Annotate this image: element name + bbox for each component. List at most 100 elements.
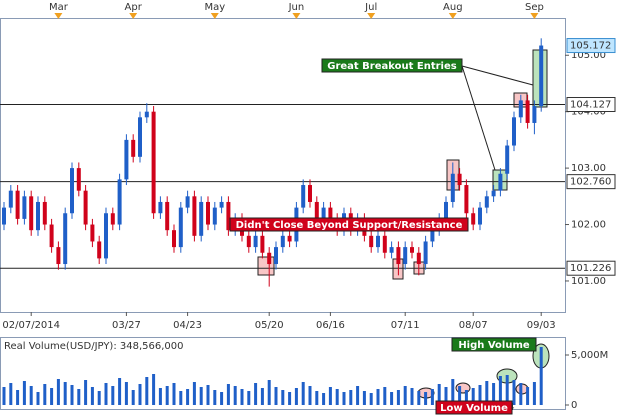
candle-body: [165, 201, 170, 231]
volume-bar: [36, 392, 40, 405]
volume-tick-label: 0: [571, 400, 577, 411]
volume-bar: [274, 387, 278, 405]
x-tick-label: 06/16: [316, 320, 345, 331]
volume-bar: [16, 390, 20, 405]
volume-bar: [84, 380, 88, 405]
month-label: Aug: [443, 2, 463, 13]
annotation: High Volume: [458, 340, 530, 351]
candle-body: [22, 196, 27, 219]
candle-body: [70, 168, 74, 214]
candle-body: [124, 139, 129, 180]
volume-bar: [492, 383, 496, 405]
candle-body: [403, 247, 408, 265]
candle-body: [274, 247, 278, 265]
candle-body: [423, 241, 428, 265]
volume-bar: [131, 390, 135, 405]
volume-bar: [179, 391, 183, 405]
volume-bar: [451, 379, 455, 405]
candle-body: [464, 185, 469, 214]
x-tick-label: 05/20: [255, 320, 284, 331]
volume-bar: [145, 377, 149, 405]
candle-body: [158, 201, 163, 214]
volume-bar: [77, 389, 81, 405]
volume-tick-label: 5,000M: [571, 350, 608, 361]
last-price-label: 105.172: [570, 41, 611, 52]
volume-bar: [29, 386, 33, 405]
x-tick-label: 02/07/2014: [2, 320, 60, 331]
volume-bar: [158, 388, 162, 405]
candle-body: [219, 201, 224, 208]
annotation: Didn't Close Beyond Support/Resistance: [236, 220, 463, 231]
candle-body: [185, 196, 190, 208]
volume-bar: [396, 390, 400, 405]
candle-body: [369, 235, 374, 248]
annotation: Great Breakout Entries: [327, 61, 457, 72]
candle-body: [104, 213, 108, 259]
volume-bar: [70, 385, 74, 405]
volume-bar: [471, 388, 475, 405]
candle-body: [376, 235, 380, 248]
volume-bar: [124, 382, 128, 405]
volume-bar: [90, 387, 94, 405]
volume-bar: [63, 382, 67, 405]
volume-bar: [233, 386, 237, 405]
volume-bar: [247, 391, 251, 405]
volume-bar: [458, 386, 462, 405]
month-marker: [448, 13, 457, 19]
volume-bar: [512, 380, 516, 405]
candle-body: [253, 235, 258, 248]
x-tick-label: 09/03: [527, 320, 556, 331]
y-tick-label: 101.00: [571, 276, 606, 287]
candle-body: [63, 213, 68, 265]
annotation-box: [321, 58, 463, 73]
candle-body: [246, 235, 251, 248]
candle-body: [83, 190, 88, 225]
volume-bar: [532, 382, 536, 405]
volume-bar: [199, 387, 203, 405]
volume-bar: [213, 390, 217, 405]
annotation-box: [435, 400, 513, 415]
volume-bar: [118, 378, 122, 405]
y-tick-label: 103.00: [571, 163, 606, 174]
volume-bar: [519, 383, 523, 405]
volume-bar: [192, 382, 196, 405]
volume-bar: [383, 387, 387, 405]
candle-body: [450, 173, 455, 202]
volume-bar: [281, 390, 285, 405]
volume-bar: [349, 390, 353, 405]
volume-bar: [288, 392, 292, 405]
volume-panel: [0, 337, 566, 410]
candle-body: [151, 111, 156, 214]
candle-body: [444, 201, 448, 219]
volume-bar: [43, 384, 47, 405]
volume-bar: [498, 376, 502, 405]
candle-body: [117, 179, 122, 225]
candle-body: [192, 196, 197, 236]
volume-bar: [111, 386, 115, 405]
y-tick-label: 105.00: [571, 50, 606, 61]
volume-bar: [342, 392, 346, 405]
month-label: Jun: [288, 2, 305, 13]
candle-body: [131, 139, 136, 157]
candle-body: [178, 207, 183, 248]
month-marker: [129, 13, 138, 19]
volume-bar: [390, 392, 394, 405]
volume-bar: [267, 380, 271, 405]
volume-bar: [526, 387, 530, 405]
volume-bar: [260, 388, 264, 405]
candle-body: [97, 241, 102, 259]
candle-body: [260, 235, 265, 253]
annotation: Low Volume: [440, 403, 508, 414]
volume-bar: [220, 392, 224, 405]
price-panel: [0, 18, 566, 313]
candle-body: [49, 224, 54, 248]
candle-body: [42, 201, 47, 225]
candle-body: [518, 100, 523, 118]
volume-bar: [417, 391, 421, 405]
candle-body: [512, 117, 516, 146]
volume-bar: [403, 386, 407, 405]
volume-bar: [206, 385, 210, 405]
candle-body: [410, 247, 414, 253]
volume-bar: [335, 389, 339, 405]
candle-body: [90, 224, 95, 242]
